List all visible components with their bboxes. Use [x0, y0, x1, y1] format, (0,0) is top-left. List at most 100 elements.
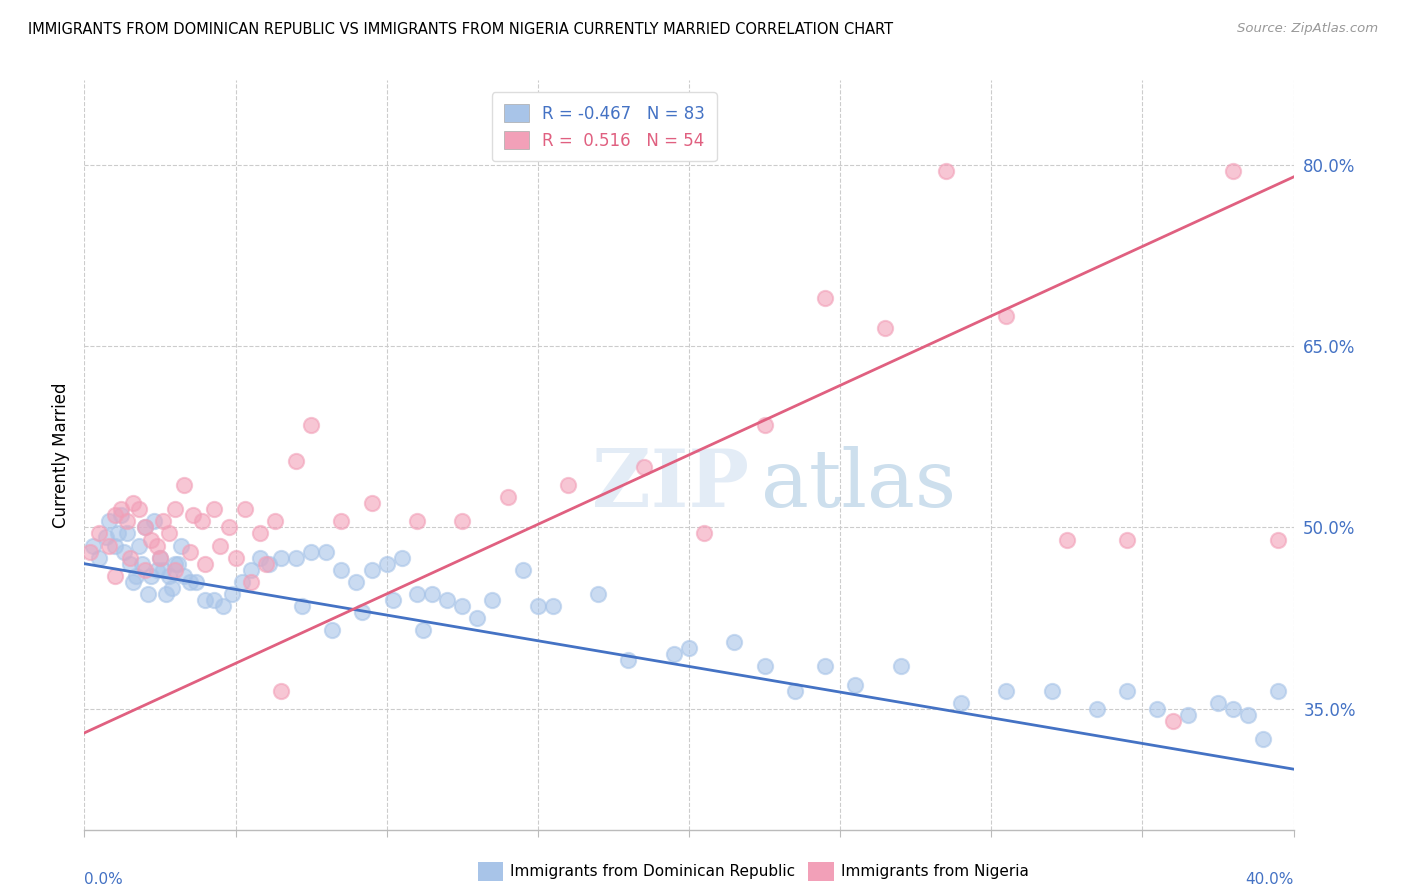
Point	[950, 696, 973, 710]
Point	[149, 550, 172, 565]
Point	[155, 587, 177, 601]
Point	[935, 164, 957, 178]
Point	[1177, 707, 1199, 722]
Point	[186, 574, 208, 589]
Point	[115, 515, 138, 529]
Point	[173, 478, 195, 492]
Point	[89, 526, 111, 541]
Point	[1206, 696, 1229, 710]
Point	[1056, 533, 1078, 547]
Point	[134, 520, 156, 534]
Point	[89, 550, 111, 565]
Point	[451, 599, 474, 613]
Point	[1222, 702, 1244, 716]
Point	[82, 539, 104, 553]
Point	[406, 515, 429, 529]
Point	[212, 599, 235, 613]
Point	[412, 623, 434, 637]
Point	[557, 478, 579, 492]
Point	[723, 635, 745, 649]
Point	[165, 563, 187, 577]
Point	[263, 515, 285, 529]
Point	[118, 550, 141, 565]
Point	[527, 599, 550, 613]
Point	[346, 574, 368, 589]
Point	[254, 557, 277, 571]
Point	[678, 641, 700, 656]
Point	[146, 539, 169, 553]
Text: atlas: atlas	[762, 446, 956, 524]
Point	[225, 550, 247, 565]
Point	[104, 508, 127, 523]
Point	[1222, 164, 1244, 178]
Point	[1116, 533, 1139, 547]
Point	[844, 677, 866, 691]
Point	[121, 496, 143, 510]
Text: IMMIGRANTS FROM DOMINICAN REPUBLIC VS IMMIGRANTS FROM NIGERIA CURRENTLY MARRIED : IMMIGRANTS FROM DOMINICAN REPUBLIC VS IM…	[28, 22, 893, 37]
Point	[783, 683, 806, 698]
Text: 0.0%: 0.0%	[84, 871, 124, 887]
Point	[270, 683, 292, 698]
Point	[94, 530, 117, 544]
Point	[285, 454, 308, 468]
Point	[754, 659, 776, 673]
Point	[1116, 683, 1139, 698]
Point	[79, 544, 101, 558]
Point	[110, 508, 132, 523]
Point	[131, 557, 153, 571]
Point	[995, 683, 1018, 698]
Point	[179, 574, 201, 589]
Point	[97, 515, 120, 529]
Point	[160, 581, 183, 595]
Point	[617, 653, 640, 667]
Point	[391, 550, 413, 565]
Point	[165, 502, 187, 516]
Point	[381, 593, 404, 607]
Point	[170, 539, 193, 553]
Point	[233, 502, 256, 516]
Point	[218, 520, 240, 534]
Point	[496, 490, 519, 504]
Point	[157, 568, 180, 582]
Point	[315, 544, 337, 558]
Point	[330, 563, 353, 577]
Point	[1146, 702, 1168, 716]
Point	[257, 557, 280, 571]
Point	[420, 587, 443, 601]
Point	[179, 544, 201, 558]
Legend: R = -0.467   N = 83, R =  0.516   N = 54: R = -0.467 N = 83, R = 0.516 N = 54	[492, 93, 717, 161]
Point	[157, 526, 180, 541]
Point	[1237, 707, 1260, 722]
Point	[139, 568, 162, 582]
Point	[467, 611, 489, 625]
Point	[134, 520, 156, 534]
Point	[406, 587, 429, 601]
Point	[875, 321, 897, 335]
Point	[352, 605, 374, 619]
Text: Source: ZipAtlas.com: Source: ZipAtlas.com	[1237, 22, 1378, 36]
Point	[291, 599, 314, 613]
Point	[814, 659, 837, 673]
Y-axis label: Currently Married: Currently Married	[52, 382, 70, 528]
Point	[693, 526, 716, 541]
Point	[194, 557, 217, 571]
Point	[321, 623, 343, 637]
Point	[146, 563, 169, 577]
Point	[167, 557, 190, 571]
Point	[1085, 702, 1108, 716]
Point	[436, 593, 458, 607]
Point	[121, 574, 143, 589]
Point	[995, 309, 1018, 323]
Point	[125, 568, 148, 582]
Point	[239, 563, 262, 577]
Point	[299, 417, 322, 432]
Point	[239, 574, 262, 589]
Point	[249, 550, 271, 565]
Point	[360, 563, 382, 577]
Point	[142, 515, 165, 529]
Point	[451, 515, 474, 529]
Point	[136, 587, 159, 601]
Point	[890, 659, 912, 673]
Point	[285, 550, 308, 565]
Point	[481, 593, 503, 607]
